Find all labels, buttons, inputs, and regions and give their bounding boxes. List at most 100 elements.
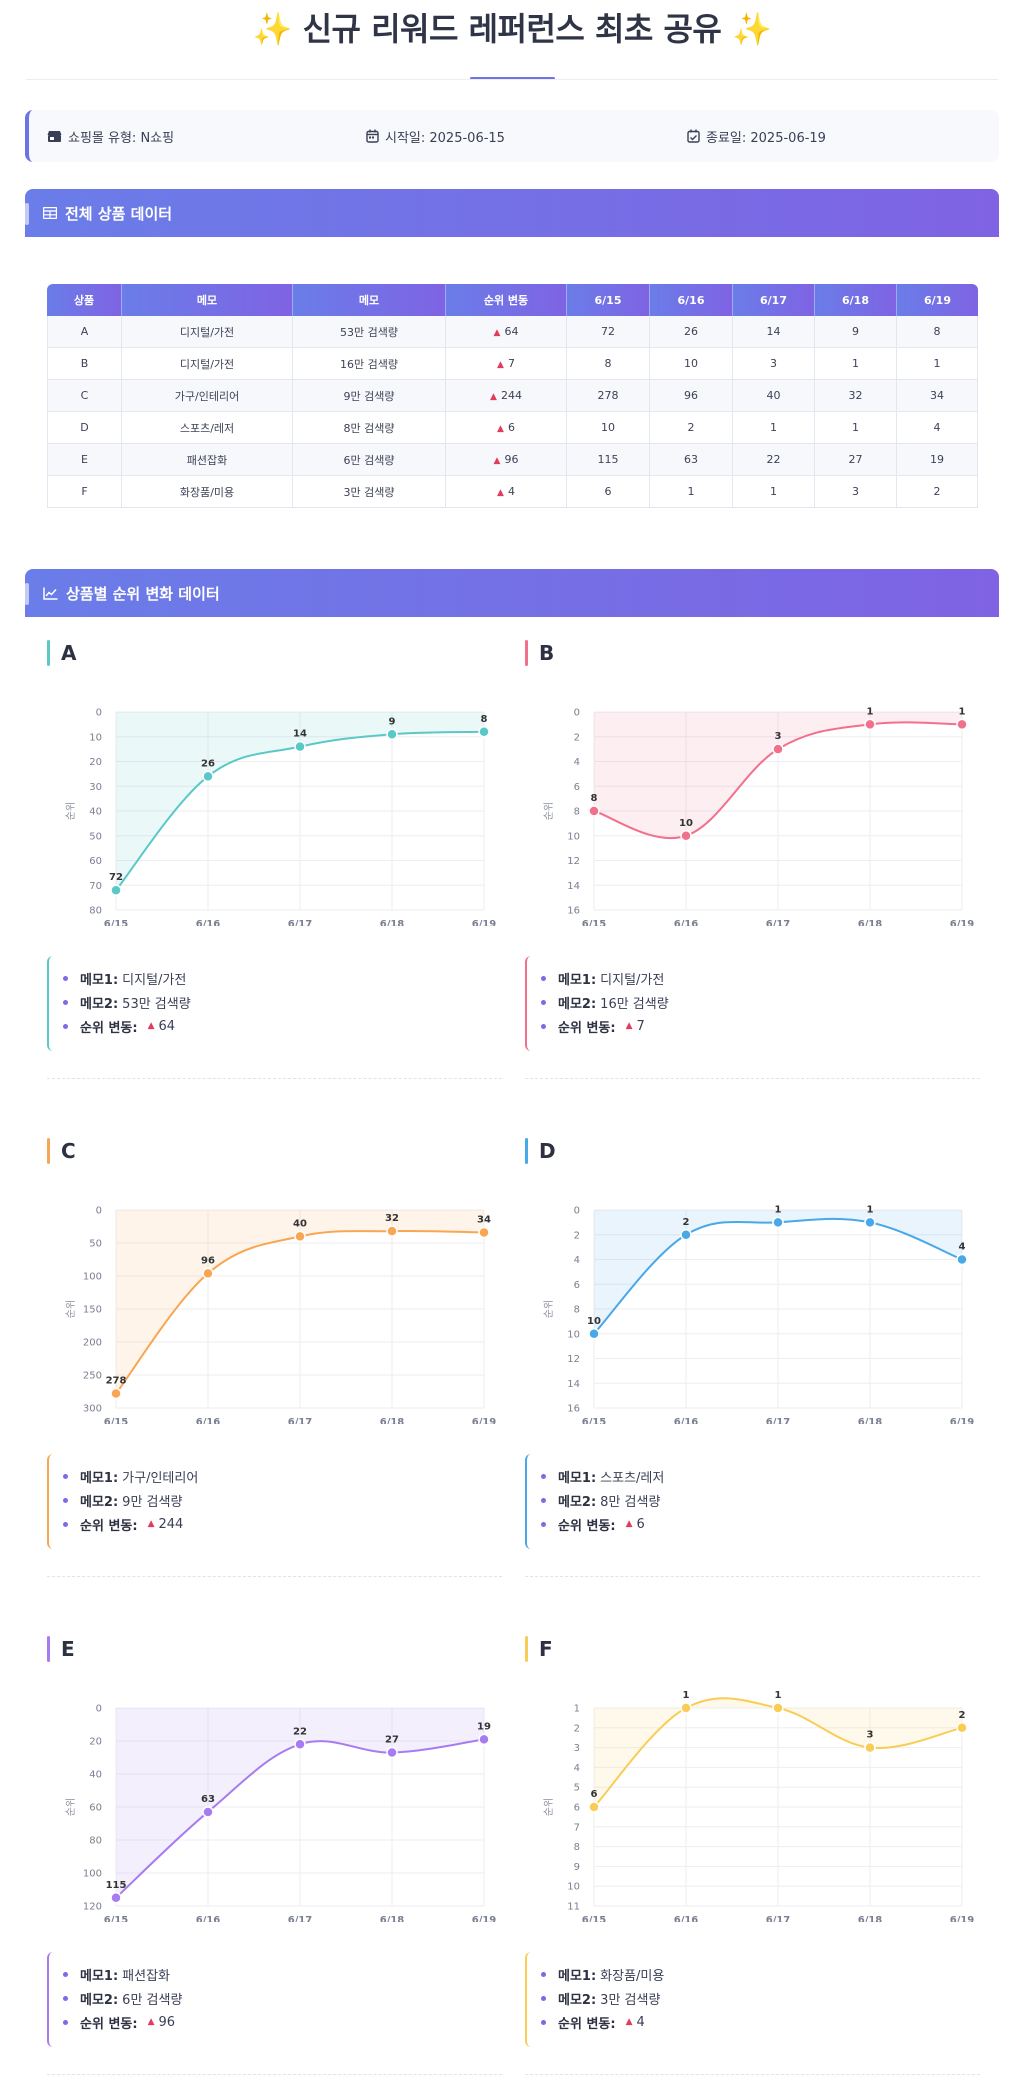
y-axis-label: 순위: [542, 802, 555, 820]
bullet-icon: [63, 975, 68, 981]
table-cell: 1: [650, 476, 733, 508]
rank-change-cell: ▲ 244: [446, 380, 567, 412]
data-label: 34: [477, 1214, 491, 1225]
data-label: 3: [867, 1730, 874, 1741]
x-tick-label: 6/18: [858, 1915, 883, 1922]
sparkle-icon: ✨: [252, 10, 293, 48]
x-tick-label: 6/19: [950, 1417, 975, 1424]
data-point: [386, 1225, 398, 1237]
data-label: 8: [591, 793, 598, 804]
y-tick-label: 2: [574, 1723, 580, 1734]
data-point: [110, 884, 122, 896]
bullet-icon: [541, 2019, 546, 2025]
rank-change-row: 순위 변동: ▲ 6: [541, 1512, 980, 1536]
chart-card-c: C 0 50 100 150 200 250 300 6/15 6/16 6/17 6/18 6/19 순…: [47, 1136, 502, 1581]
y-tick-label: 14: [567, 881, 580, 892]
table-cell: D: [47, 412, 122, 444]
data-point: [294, 1738, 306, 1751]
rank-change-value: 4: [507, 485, 515, 498]
calendar-check-icon: [687, 129, 700, 143]
card-divider: [47, 1576, 502, 1577]
y-tick-label: 7: [574, 1822, 580, 1833]
rank-change-value: 244: [500, 389, 522, 402]
table-cell: 14: [733, 316, 815, 348]
y-tick-label: 150: [83, 1305, 102, 1316]
series-line: [115, 1229, 485, 1395]
data-label: 14: [293, 729, 307, 740]
up-triangle-icon: ▲: [147, 2017, 155, 2027]
y-tick-label: 6: [574, 1803, 580, 1814]
table-cell: 6: [567, 476, 650, 508]
data-label: 1: [959, 706, 966, 717]
data-label: 63: [201, 1794, 215, 1805]
y-axis-label: 순위: [64, 1300, 77, 1318]
data-label: 9: [389, 716, 396, 727]
memo1-row: 메모1: 스포츠/레저: [541, 1464, 980, 1488]
x-tick-label: 6/18: [858, 919, 883, 926]
title-divider: [26, 79, 998, 80]
data-point: [294, 1230, 306, 1243]
table-cell: C: [47, 380, 122, 412]
memo-label: 메모2:: [558, 1494, 597, 1510]
table-cell: 278: [567, 380, 650, 412]
bullet-icon: [541, 1971, 546, 1977]
data-point: [202, 1806, 214, 1818]
data-label: 2: [683, 1217, 690, 1228]
table-cell: 9만 검색량: [293, 380, 446, 412]
table-cell: E: [47, 444, 122, 476]
table-cell: 스포츠/레저: [122, 412, 293, 444]
x-tick-label: 6/15: [104, 1417, 129, 1424]
rank-change-row: 순위 변동: ▲ 244: [63, 1512, 502, 1536]
data-label: 8: [481, 714, 488, 725]
table-cell: 디지털/가전: [122, 316, 293, 348]
memo-value: 6: [636, 1516, 645, 1532]
data-label: 32: [385, 1213, 399, 1224]
x-tick-label: 6/19: [472, 1417, 497, 1424]
table-cell: 디지털/가전: [122, 348, 293, 380]
memo-box: 메모1: 디지털/가전 메모2: 53만 검색량 순위 변동: ▲ 64: [47, 956, 502, 1051]
y-tick-label: 2: [574, 732, 580, 743]
data-label: 3: [775, 731, 782, 742]
memo2-row: 메모2: 16만 검색량: [541, 990, 980, 1014]
data-label: 19: [477, 1721, 491, 1732]
bullet-icon: [63, 2019, 68, 2025]
data-point: [588, 1328, 600, 1340]
bullet-icon: [541, 999, 546, 1005]
y-tick-label: 70: [89, 881, 102, 892]
table-cell: 16만 검색량: [293, 348, 446, 380]
table-cell: A: [47, 316, 122, 348]
header: ✨ 신규 리워드 레퍼런스 최초 공유 ✨: [0, 0, 1024, 80]
memo1-row: 메모1: 가구/인테리어: [63, 1464, 502, 1488]
memo-value: 53만 검색량: [122, 996, 191, 1012]
y-tick-label: 50: [89, 1239, 102, 1250]
table-cell: 53만 검색량: [293, 316, 446, 348]
x-tick-label: 6/15: [582, 1417, 607, 1424]
y-tick-label: 100: [83, 1272, 102, 1283]
data-point: [680, 1229, 692, 1241]
table-cell: 40: [733, 380, 815, 412]
data-label: 4: [959, 1242, 966, 1253]
table-cell: 19: [897, 444, 978, 476]
rank-change-row: 순위 변동: ▲ 96: [63, 2010, 502, 2034]
memo-label: 메모2:: [80, 1494, 119, 1510]
memo2-row: 메모2: 8만 검색량: [541, 1488, 980, 1512]
memo-box: 메모1: 패션잡화 메모2: 6만 검색량 순위 변동: ▲ 96: [47, 1952, 502, 2047]
memo-value: 9만 검색량: [122, 1494, 183, 1510]
bullet-icon: [541, 1521, 546, 1527]
table-body: A 디지털/가전 53만 검색량 ▲ 64 72 26 14 9 8 B 디지털/가전 16만 검색량 ▲…: [47, 316, 978, 508]
mall-type-info: 쇼핑몰 유형: N쇼핑: [47, 110, 174, 162]
bullet-icon: [541, 1995, 546, 2001]
data-label: 26: [201, 758, 215, 769]
bullet-icon: [63, 1995, 68, 2001]
data-point: [680, 830, 692, 842]
table-header-cell: 메모: [122, 284, 293, 316]
table-cell: 8: [567, 348, 650, 380]
table-cell: 1: [815, 412, 897, 444]
table-cell: 1: [733, 412, 815, 444]
bullet-icon: [63, 1971, 68, 1977]
y-tick-label: 2: [574, 1230, 580, 1241]
memo1-row: 메모1: 화장품/미용: [541, 1962, 980, 1986]
y-tick-label: 120: [83, 1902, 102, 1913]
y-tick-label: 10: [567, 1329, 580, 1340]
y-tick-label: 20: [89, 1737, 102, 1748]
